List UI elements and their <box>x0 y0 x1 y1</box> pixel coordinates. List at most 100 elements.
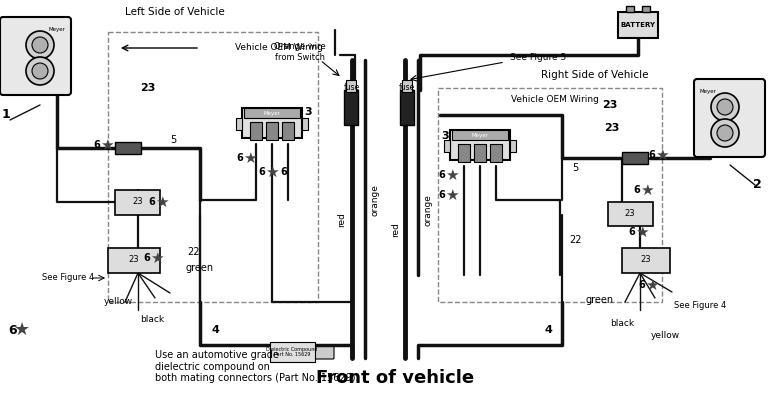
Circle shape <box>717 99 733 115</box>
Text: ★: ★ <box>151 250 164 265</box>
Circle shape <box>32 37 48 53</box>
Text: 6: 6 <box>628 227 635 237</box>
Text: 4: 4 <box>211 325 219 335</box>
Text: BATTERY: BATTERY <box>621 22 656 28</box>
Text: 6: 6 <box>439 190 445 200</box>
Bar <box>626 6 634 12</box>
Bar <box>450 130 510 160</box>
Text: 4: 4 <box>544 325 552 335</box>
Text: ★: ★ <box>243 150 257 166</box>
Text: Use an automotive grade
dielectric compound on
both mating connectors (Part No. : Use an automotive grade dielectric compo… <box>155 350 359 383</box>
Bar <box>452 130 508 140</box>
Text: 6: 6 <box>439 170 445 180</box>
Bar <box>400 90 414 125</box>
Text: 22: 22 <box>187 247 200 257</box>
Text: ★: ★ <box>14 321 30 339</box>
Text: ★: ★ <box>655 148 669 162</box>
Text: Front of vehicle: Front of vehicle <box>316 369 474 387</box>
Bar <box>250 122 262 140</box>
Bar <box>115 190 160 215</box>
Text: 6: 6 <box>237 153 243 163</box>
Text: 6: 6 <box>8 324 17 336</box>
Text: 1: 1 <box>2 109 11 121</box>
Bar <box>618 12 658 38</box>
Text: Dielectric Compound
Part No. 15629: Dielectric Compound Part No. 15629 <box>266 347 318 357</box>
Text: 23: 23 <box>141 83 156 93</box>
Text: 6: 6 <box>638 280 645 290</box>
Text: 23: 23 <box>602 100 617 110</box>
Bar <box>622 152 648 164</box>
Bar <box>302 118 308 130</box>
Bar <box>270 342 315 362</box>
Text: ★: ★ <box>635 224 649 240</box>
Bar <box>490 144 502 162</box>
Bar <box>402 80 412 92</box>
Text: 2: 2 <box>753 178 762 191</box>
Text: yellow: yellow <box>104 297 133 306</box>
Bar <box>346 80 356 92</box>
Text: Left Side of Vehicle: Left Side of Vehicle <box>125 7 225 17</box>
Text: yellow: yellow <box>650 330 680 339</box>
Circle shape <box>711 119 739 147</box>
Bar <box>642 6 650 12</box>
Circle shape <box>26 57 54 85</box>
Text: ★: ★ <box>641 183 654 197</box>
Text: 6: 6 <box>258 167 265 177</box>
FancyBboxPatch shape <box>694 79 765 157</box>
Bar <box>115 142 141 154</box>
Text: fuse: fuse <box>344 84 360 92</box>
Text: ★: ★ <box>645 277 659 293</box>
Text: ★: ★ <box>265 164 279 179</box>
Text: Right Side of Vehicle: Right Side of Vehicle <box>541 70 649 80</box>
Bar <box>242 108 302 138</box>
Text: Orange wire
from Switch: Orange wire from Switch <box>274 42 326 62</box>
Circle shape <box>711 93 739 121</box>
Text: See Figure 4: See Figure 4 <box>674 300 726 310</box>
Text: Meyer: Meyer <box>48 27 65 33</box>
Text: ★: ★ <box>445 187 458 203</box>
Circle shape <box>26 31 54 59</box>
Text: orange: orange <box>370 184 379 216</box>
Bar <box>510 140 516 152</box>
Text: Vehicle OEM Wiring: Vehicle OEM Wiring <box>235 43 323 53</box>
Text: ★: ★ <box>445 168 458 183</box>
Text: Vehicle OEM Wiring: Vehicle OEM Wiring <box>511 96 599 105</box>
Text: Meyer: Meyer <box>263 111 280 115</box>
Text: Meyer: Meyer <box>472 133 488 137</box>
Text: 23: 23 <box>641 256 651 265</box>
Circle shape <box>717 125 733 141</box>
Text: 22: 22 <box>569 235 581 245</box>
Bar <box>458 144 470 162</box>
Text: green: green <box>185 263 214 273</box>
Text: 5: 5 <box>572 163 578 173</box>
Text: 23: 23 <box>129 256 139 265</box>
Bar <box>344 90 358 125</box>
Text: 3: 3 <box>441 131 449 141</box>
Text: black: black <box>140 316 164 324</box>
Text: 6: 6 <box>280 167 286 177</box>
Text: 5: 5 <box>170 135 176 145</box>
Text: 23: 23 <box>624 209 635 219</box>
Text: red: red <box>337 213 346 227</box>
FancyBboxPatch shape <box>0 17 71 95</box>
Text: orange: orange <box>423 194 432 226</box>
Text: ★: ★ <box>100 137 114 152</box>
Text: fuse: fuse <box>399 84 415 92</box>
Text: 6: 6 <box>634 185 640 195</box>
Text: See Figure 5: See Figure 5 <box>510 53 566 62</box>
Bar <box>444 140 450 152</box>
Text: 23: 23 <box>133 197 144 207</box>
Text: 3: 3 <box>304 107 312 117</box>
Text: red: red <box>392 222 400 238</box>
Bar <box>622 248 670 273</box>
Text: black: black <box>610 320 634 328</box>
Text: See Figure 4: See Figure 4 <box>42 273 94 283</box>
Text: green: green <box>586 295 614 305</box>
Text: Meyer: Meyer <box>700 90 717 94</box>
Bar <box>474 144 486 162</box>
Bar <box>244 108 300 118</box>
Bar <box>282 122 294 140</box>
Bar <box>236 118 242 130</box>
Text: 23: 23 <box>604 123 620 133</box>
Bar <box>266 122 278 140</box>
